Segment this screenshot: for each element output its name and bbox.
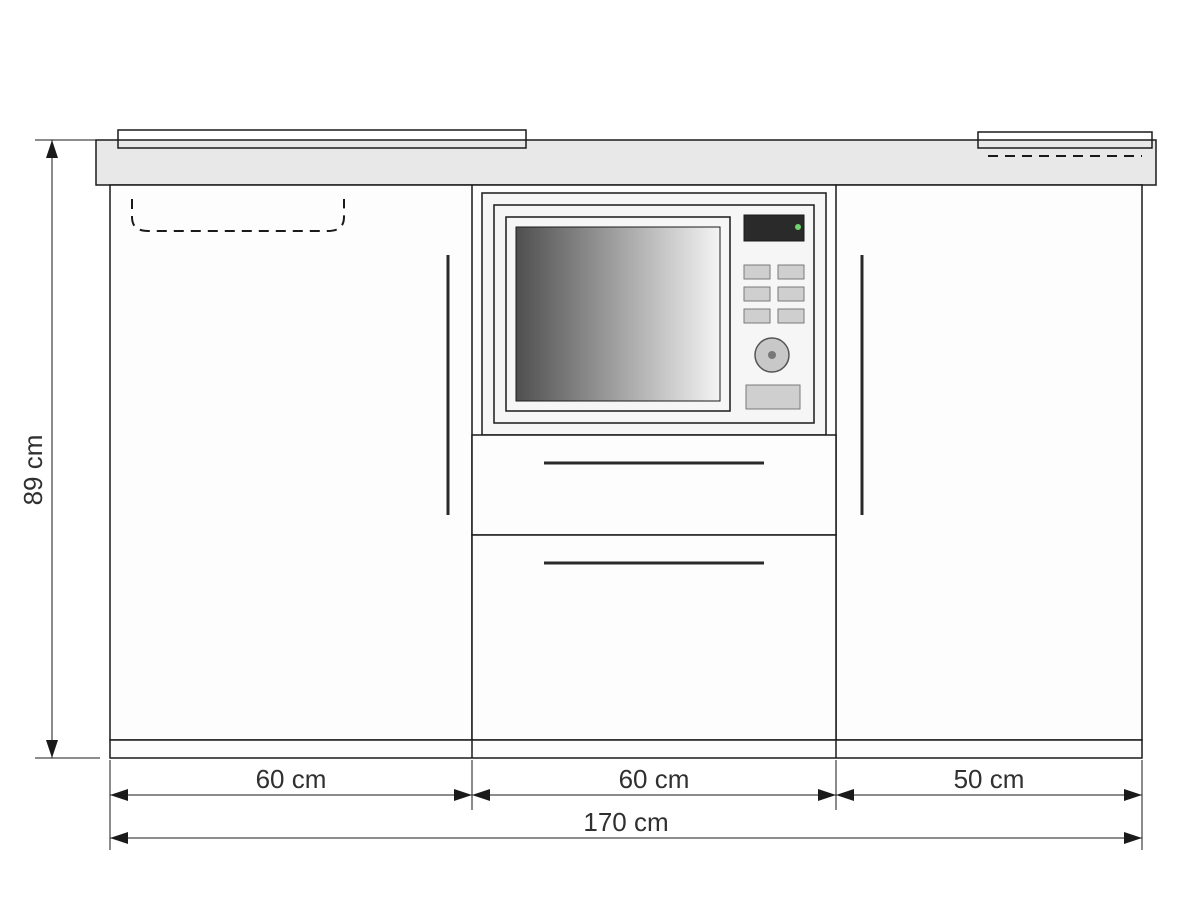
countertop [96,130,1156,185]
drawer-1 [472,435,836,535]
dim-widths: 60 cm 60 cm 50 cm 170 cm [110,760,1142,850]
dim-w2-label: 60 cm [619,764,690,794]
dim-height-label: 89 cm [18,435,48,506]
kitchen-diagram: 89 cm 60 cm 60 cm 50 cm [0,0,1200,900]
dim-w3-label: 50 cm [954,764,1025,794]
dim-height: 89 cm [18,140,100,758]
cabinet-body [110,185,1142,758]
microwave [482,193,826,435]
drawer-2 [472,535,836,740]
center-cabinet [472,193,836,740]
dim-total-label: 170 cm [583,807,668,837]
dim-w1-label: 60 cm [256,764,327,794]
